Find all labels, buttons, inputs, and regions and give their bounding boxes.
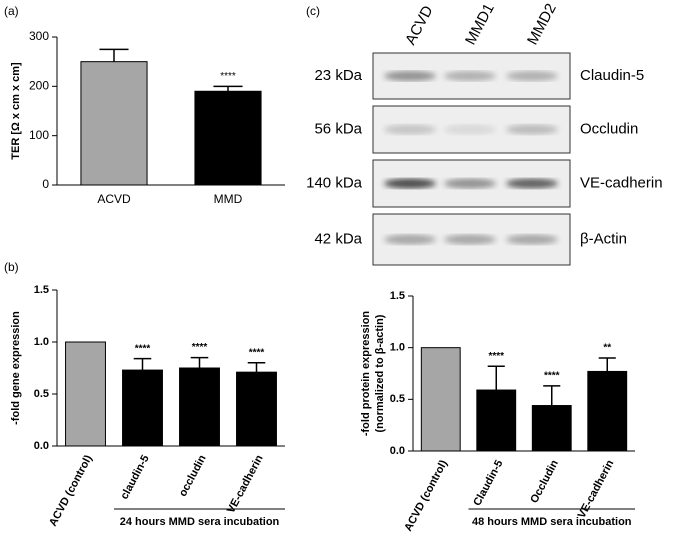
lane-label: ACVD [402,3,437,48]
y-tick-label: 0.5 [390,393,405,405]
kda-label: 42 kDa [314,230,362,247]
blot-band [444,124,496,135]
chart-panel: -fold protein expression (normalized to β… [360,290,635,533]
blot-band [506,124,558,135]
significance-label: **** [192,342,208,353]
panel-label: (a) [4,4,19,18]
significance-label: **** [544,371,560,382]
y-tick-label: 0.5 [34,388,49,400]
bar [122,369,163,447]
y-tick-label: 0.0 [34,440,49,452]
blot-band [444,234,496,245]
x-tick-label: VE-cadherin [225,453,266,516]
panel-label: (b) [4,260,19,274]
y-axis-label: TER [Ω x cm x cm] [10,62,22,160]
x-tick-label: ACVD [97,192,131,206]
x-tick-label: ACVD (control) [402,458,450,533]
protein-label: Claudin-5 [580,67,644,84]
group-label: 48 hours MMD sera incubation [472,516,632,528]
x-tick-label: claudin-5 [118,453,151,501]
panel-label: (c) [306,4,320,18]
y-tick-label: 1.5 [390,290,405,302]
blot-band [444,178,496,189]
y-tick-label: 0.0 [390,445,405,457]
y-axis-label: -fold protein expression [360,311,372,437]
chart-panel: (b) -fold gene expression 0.0 0.5 1.0 1.5 ACVD… [4,260,285,528]
bar [587,370,628,452]
protein-label: VE-cadherin [580,174,663,191]
blot-band [506,178,558,189]
protein-label: β-Actin [580,230,627,247]
y-axis-label: -fold gene expression [10,311,22,425]
kda-label: 56 kDa [314,120,362,137]
blot-band [384,71,436,81]
y-tick-label: 1.5 [34,284,49,296]
blot-band [384,234,436,245]
y-tick-label: 100 [29,128,49,142]
lane-label: MMD2 [524,1,560,48]
significance-label: **** [249,347,265,358]
significance-label: **** [135,343,151,354]
x-tick-label: Claudin-5 [471,458,505,508]
bar [236,371,277,447]
bar [476,389,517,452]
x-tick-label: occludin [177,453,209,499]
bar [420,347,461,452]
blot-band [384,124,436,135]
y-tick-label: 1.0 [390,342,405,354]
bar [65,341,106,447]
y-tick-label: 200 [29,79,49,93]
significance-label: ** [603,343,611,354]
kda-label: 140 kDa [306,174,363,191]
x-tick-label: MMD [214,192,243,206]
blot-band [444,71,496,81]
x-tick-label: VE-cadherin [576,458,617,521]
lane-label: MMD1 [462,1,498,48]
bar [179,367,220,447]
y-tick-label: 1.0 [34,336,49,348]
bar [80,61,148,186]
protein-label: Occludin [580,120,638,137]
blot-band [506,234,558,245]
significance-label: **** [220,71,236,82]
blot-band [506,71,558,81]
significance-label: **** [488,351,504,362]
y-tick-label: 0 [42,177,49,191]
kda-label: 23 kDa [314,67,362,84]
blot-band [384,178,436,189]
y-axis-label: (normalized to β-actin) [374,314,386,432]
x-tick-label: Occludin [528,458,561,505]
bar [531,405,572,452]
x-tick-label: ACVD (control) [47,453,95,529]
group-label: 24 hours MMD sera incubation [120,516,280,528]
bar [194,90,262,186]
chart-panel: (a) TER [Ω x cm x cm] 0 100 200 300 ACVD **** MM… [4,4,285,206]
y-tick-label: 300 [29,29,49,43]
